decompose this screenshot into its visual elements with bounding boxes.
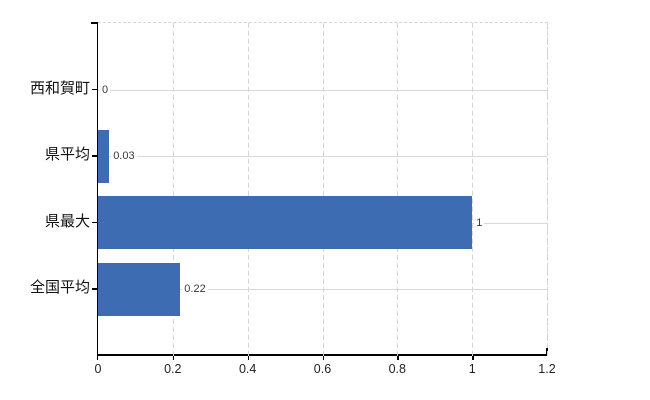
gridline-vertical	[547, 23, 548, 356]
gridline-horizontal	[98, 289, 547, 291]
bar-value-label: 0.22	[182, 282, 208, 297]
category-label: 県平均	[44, 146, 90, 164]
category-label: 県最大	[44, 212, 90, 230]
x-tick-label: 0	[94, 362, 102, 376]
x-axis-tick	[397, 355, 399, 360]
gridline-horizontal	[98, 89, 547, 91]
gridline-vertical	[472, 23, 474, 356]
y-axis-line	[96, 22, 98, 360]
x-tick-label: 1	[468, 362, 476, 376]
bar-value-label: 0	[100, 82, 111, 97]
bar	[98, 196, 473, 250]
category-label: 全国平均	[29, 279, 90, 297]
bar	[98, 262, 181, 316]
gridline-vertical	[172, 23, 174, 356]
y-axis-top-cap	[91, 22, 98, 24]
x-axis-tick	[247, 355, 250, 360]
gridline-vertical	[397, 23, 399, 356]
x-axis-tick	[472, 355, 474, 360]
bar	[98, 129, 110, 183]
x-tick-label: 1.2	[538, 362, 556, 376]
y-axis-tick	[92, 88, 98, 91]
x-axis-line	[96, 354, 547, 356]
x-axis-tick	[322, 355, 324, 360]
bar-value-label: 1	[474, 215, 485, 230]
x-axis-tick	[172, 355, 175, 360]
x-tick-label: 0.4	[238, 362, 257, 376]
bar-value-label: 0.03	[111, 149, 137, 164]
category-label: 西和賀町	[29, 79, 90, 97]
x-tick-label: 0.8	[388, 362, 406, 376]
y-axis-tick	[92, 288, 98, 290]
x-tick-label: 0.2	[164, 362, 182, 376]
y-axis-tick	[92, 221, 98, 224]
gridline-horizontal	[98, 156, 547, 158]
gridline-vertical	[247, 23, 249, 356]
x-axis-end-tick	[546, 348, 548, 355]
x-tick-label: 0.6	[313, 362, 332, 376]
gridline-vertical	[322, 23, 324, 356]
plot-area: 0 0.03 1 0.22	[98, 22, 548, 356]
y-axis-tick	[92, 155, 98, 157]
